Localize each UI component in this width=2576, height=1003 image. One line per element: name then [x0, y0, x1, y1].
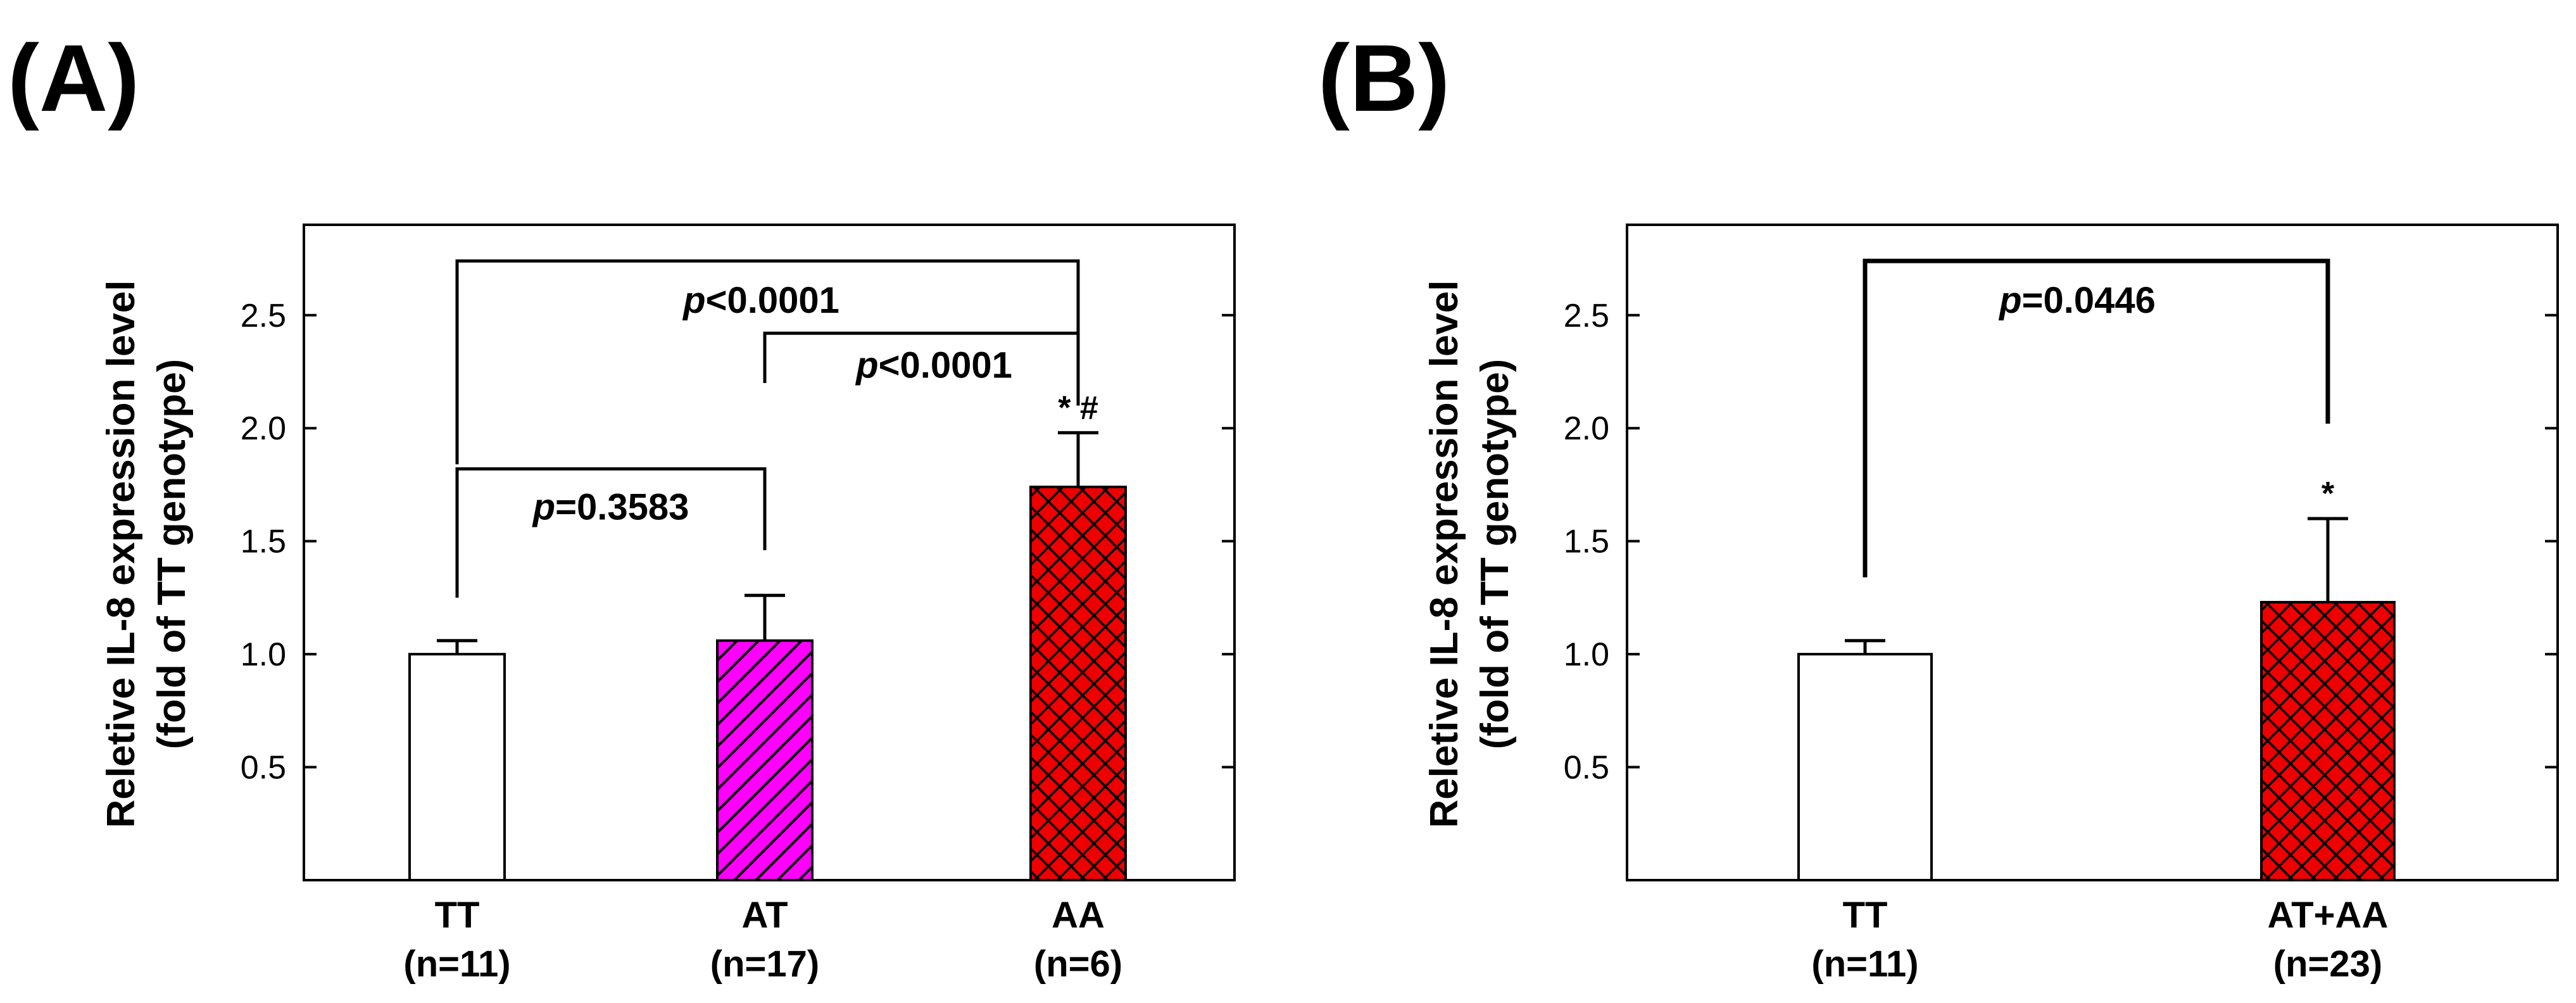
p-value-text: <0.0001 [879, 344, 1012, 386]
y-tick-label: 0.5 [241, 750, 286, 786]
panel-a-category-labels: TT (n=11) AT (n=17) AA (n=6) [403, 895, 1122, 985]
panel-b-brackets: p=0.0446 [1863, 258, 2330, 577]
p-value-text: <0.0001 [706, 280, 839, 321]
p-value-label: p<0.0001 [682, 280, 839, 321]
y-tick-label: 1.0 [241, 636, 286, 673]
category-label: AT+AA [2268, 895, 2389, 936]
category-n-label: (n=23) [2273, 943, 2382, 985]
panel-a-ticks: 0.5 1.0 1.5 2.0 2.5 [241, 298, 1235, 786]
bar-at [716, 639, 814, 881]
bar-tt [1797, 653, 1933, 881]
category-label: TT [435, 895, 480, 936]
y-tick-label: 1.5 [241, 524, 286, 560]
category-label: AT [741, 895, 788, 936]
panel-a-bars: * # [408, 389, 1127, 881]
panel-a-ylabel-line2: (fold of TT genotype) [150, 359, 194, 749]
panel-b-category-labels: TT (n=11) AT+AA (n=23) [1811, 895, 2388, 985]
category-label: TT [1843, 895, 1888, 936]
panel-b-plot-frame [1626, 224, 2559, 881]
y-tick-label: 2.0 [1564, 410, 1609, 447]
panel-b-bars: * [1797, 476, 2396, 881]
y-tick-label: 2.0 [241, 410, 286, 447]
category-n-label: (n=11) [403, 943, 510, 985]
panel-b-ylabel-line1: Reletive IL-8 expression level [1423, 281, 1466, 828]
comparison-bracket [455, 259, 1080, 465]
panel-b-ticks: 0.5 1.0 1.5 2.0 2.5 [1564, 298, 2558, 786]
y-tick-label: 1.5 [1564, 524, 1609, 560]
y-tick-label: 1.0 [1564, 636, 1609, 673]
p-value-text: =0.3583 [555, 486, 689, 527]
y-tick-label: 0.5 [1564, 750, 1609, 786]
p-value-label: p<0.0001 [855, 344, 1012, 386]
p-value-prefix: p [682, 280, 705, 321]
bar-at-aa [2260, 601, 2396, 881]
significance-mark: * [2322, 476, 2335, 512]
y-tick-label: 2.5 [241, 298, 286, 334]
p-value-prefix: p [855, 344, 878, 386]
y-tick-label: 2.5 [1564, 298, 1609, 334]
panel-b-label: (B) [1318, 25, 1450, 131]
bar-tt [408, 653, 506, 881]
p-value-label: p=0.0446 [1998, 280, 2156, 321]
comparison-bracket [1863, 258, 2330, 577]
category-n-label: (n=11) [1811, 943, 1918, 985]
p-value-prefix: p [1998, 280, 2021, 321]
panel-b: (B) Reletive IL-8 expression level (fold… [1318, 25, 2559, 985]
panel-b-y-axis-label: Reletive IL-8 expression level (fold of … [1423, 281, 1517, 828]
category-n-label: (n=6) [1034, 943, 1122, 985]
category-label: AA [1052, 895, 1105, 936]
p-value-text: =0.0446 [2022, 280, 2156, 321]
panel-a-ylabel-line1: Reletive IL-8 expression level [99, 281, 143, 828]
p-value-label: p=0.3583 [532, 486, 689, 527]
comparison-bracket [455, 467, 767, 598]
panel-b-ylabel-line2: (fold of TT genotype) [1473, 359, 1517, 749]
panel-a-label: (A) [8, 25, 139, 131]
panel-a: (A) Reletive IL-8 expression level (fold… [8, 25, 1236, 985]
bar-aa [1029, 486, 1127, 881]
panel-a-y-axis-label: Reletive IL-8 expression level (fold of … [99, 281, 194, 828]
p-value-prefix: p [532, 486, 555, 527]
category-n-label: (n=17) [710, 943, 819, 985]
